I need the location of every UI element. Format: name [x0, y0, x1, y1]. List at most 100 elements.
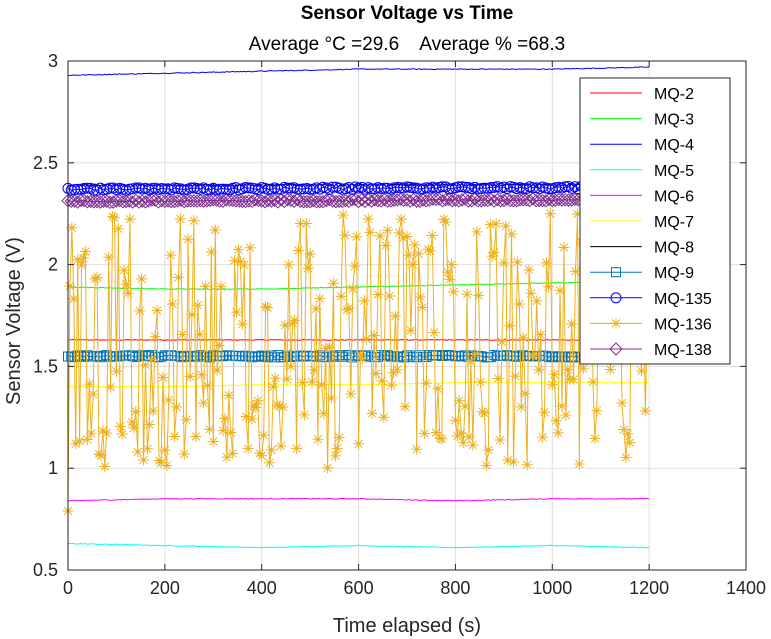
- marker-mq-138: [355, 193, 369, 207]
- marker-mq-138: [432, 192, 446, 206]
- marker-mq-136: [444, 273, 456, 285]
- marker-mq-136: [511, 256, 523, 268]
- marker-mq-136: [571, 208, 583, 220]
- marker-mq-136: [320, 342, 332, 354]
- marker-mq-136: [455, 427, 467, 439]
- marker-mq-138: [229, 194, 243, 208]
- marker-mq-9: [443, 350, 454, 361]
- marker-mq-138: [510, 194, 524, 208]
- marker-mq-136: [277, 401, 289, 413]
- marker-mq-136: [101, 427, 113, 439]
- legend-item-mq-8: MQ-8: [590, 240, 694, 257]
- marker-mq-138: [80, 195, 95, 209]
- marker-mq-136: [515, 401, 527, 413]
- legend-label: MQ-7: [654, 214, 694, 231]
- marker-mq-136: [494, 434, 506, 446]
- marker-mq-136: [467, 439, 479, 451]
- marker-mq-136: [157, 372, 169, 384]
- marker-mq-138: [552, 192, 566, 207]
- marker-mq-136: [161, 459, 173, 471]
- marker-mq-9: [156, 351, 167, 362]
- marker-mq-136: [103, 251, 115, 263]
- marker-mq-136: [573, 458, 585, 470]
- legend-item-mq-4: MQ-4: [590, 137, 694, 154]
- marker-mq-136: [355, 349, 367, 361]
- marker-mq-138: [235, 194, 250, 209]
- marker-mq-136: [453, 395, 465, 407]
- marker-mq-138: [561, 193, 576, 207]
- marker-mq-136: [203, 423, 215, 435]
- marker-mq-138: [177, 194, 191, 209]
- marker-mq-136: [116, 428, 128, 440]
- marker-mq-136: [83, 378, 95, 390]
- legend-label: MQ-138: [654, 342, 712, 359]
- marker-mq-136: [186, 309, 198, 321]
- marker-mq-136: [496, 336, 508, 348]
- marker-mq-136: [409, 239, 421, 251]
- marker-mq-136: [308, 364, 320, 376]
- marker-mq-136: [141, 443, 153, 455]
- marker-mq-136: [560, 409, 572, 421]
- marker-mq-136: [260, 301, 272, 313]
- marker-mq-136: [97, 425, 109, 437]
- legend-marker: [611, 267, 621, 278]
- marker-mq-136: [287, 317, 299, 329]
- marker-mq-9: [337, 351, 348, 362]
- marker-mq-136: [318, 408, 330, 420]
- marker-mq-136: [267, 381, 279, 393]
- marker-mq-9: [272, 350, 283, 361]
- marker-mq-9: [266, 350, 277, 361]
- marker-mq-136: [291, 442, 303, 454]
- marker-mq-136: [436, 433, 448, 445]
- marker-mq-138: [100, 194, 114, 208]
- marker-mq-136: [246, 413, 258, 425]
- marker-mq-136: [167, 298, 179, 310]
- legend-label: MQ-136: [654, 316, 712, 333]
- marker-mq-136: [391, 364, 403, 376]
- marker-mq-136: [531, 295, 543, 307]
- marker-mq-136: [64, 280, 76, 292]
- marker-mq-138: [154, 193, 169, 208]
- marker-mq-9: [127, 351, 138, 362]
- marker-mq-136: [165, 249, 177, 261]
- marker-mq-136: [184, 370, 196, 382]
- marker-mq-9: [256, 350, 267, 361]
- marker-mq-9: [308, 351, 319, 362]
- marker-mq-136: [430, 426, 442, 438]
- marker-mq-138: [222, 193, 237, 207]
- marker-mq-138: [387, 193, 401, 207]
- marker-mq-138: [471, 194, 485, 208]
- marker-mq-136: [229, 255, 241, 267]
- marker-mq-138: [174, 193, 188, 208]
- marker-mq-136: [447, 286, 459, 298]
- legend-item-mq-5: MQ-5: [590, 163, 694, 180]
- marker-mq-136: [457, 437, 469, 449]
- marker-mq-136: [172, 271, 184, 283]
- marker-mq-9: [498, 350, 509, 361]
- marker-mq-136: [194, 328, 206, 340]
- marker-mq-136: [434, 432, 446, 444]
- y-tick-label: 2.5: [33, 153, 58, 173]
- marker-mq-136: [335, 290, 347, 302]
- y-ticks: 0.5 1 1.5 2 2.5 3: [33, 51, 746, 580]
- marker-mq-136: [159, 444, 171, 456]
- legend-item-mq-2: MQ-2: [590, 86, 694, 103]
- marker-mq-136: [85, 427, 97, 439]
- marker-mq-136: [548, 368, 560, 380]
- marker-mq-138: [487, 194, 501, 208]
- marker-mq-136: [424, 245, 436, 257]
- marker-mq-138: [529, 194, 543, 208]
- x-tick-label: 0: [63, 578, 73, 598]
- marker-mq-136: [552, 427, 564, 439]
- marker-mq-136: [176, 329, 188, 341]
- x-tick-label: 1200: [629, 578, 669, 598]
- legend-item-mq-9: MQ-9: [590, 265, 694, 282]
- marker-mq-136: [587, 376, 599, 388]
- marker-mq-136: [312, 433, 324, 445]
- marker-mq-138: [374, 194, 388, 208]
- marker-mq-136: [281, 373, 293, 385]
- marker-mq-138: [558, 193, 572, 207]
- marker-mq-9: [66, 351, 77, 362]
- marker-mq-136: [163, 394, 175, 406]
